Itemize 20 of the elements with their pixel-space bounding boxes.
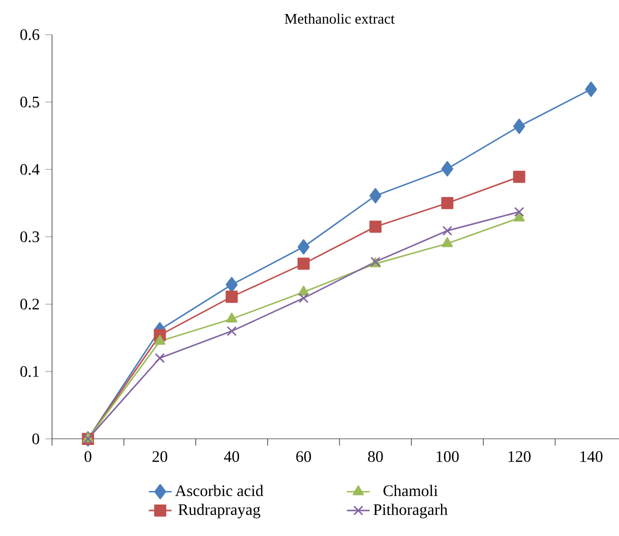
y-tick-label: 0.5 <box>20 96 40 108</box>
x-tick-label: 40 <box>224 451 240 462</box>
x-tick-label: 80 <box>368 451 383 462</box>
y-tick-label: 0.1 <box>20 366 39 377</box>
y-tick-label: 0 <box>32 433 40 444</box>
y-tick-label: 0.2 <box>20 298 39 310</box>
x-tick-label: 140 <box>580 451 602 462</box>
legend-label: Pithoragarh <box>374 504 448 518</box>
legend-label: Ascorbic acid <box>175 484 264 496</box>
y-tick-label: 0.6 <box>20 29 40 40</box>
legend-label: Chamoli <box>383 484 438 496</box>
x-tick-label: 0 <box>84 451 92 462</box>
y-tick-label: 0.3 <box>20 231 40 242</box>
legend-label: Rudraprayag <box>178 504 260 518</box>
x-tick-label: 100 <box>436 451 459 462</box>
chart-title: Methanolic extract <box>284 13 395 24</box>
y-tick-label: 0.4 <box>20 164 40 175</box>
x-tick-label: 60 <box>296 451 311 462</box>
x-tick-label: 120 <box>508 451 531 462</box>
x-tick-label: 20 <box>152 451 168 462</box>
